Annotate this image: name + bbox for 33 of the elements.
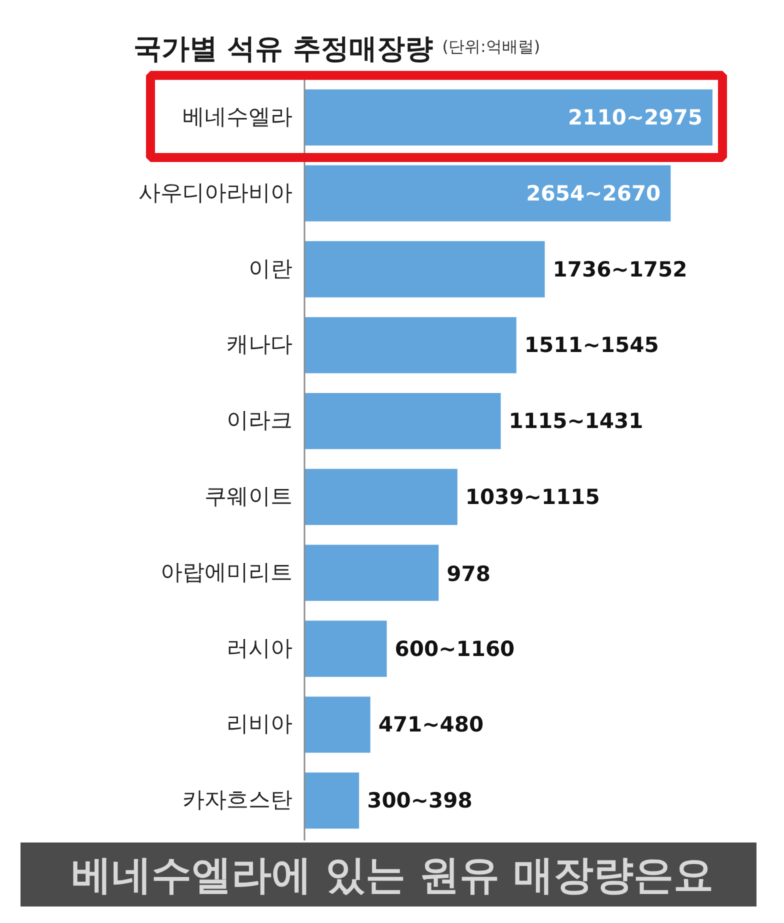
y-tick-label: 리비아 [226, 712, 292, 738]
data-label: 2110~2975 [568, 105, 703, 130]
bar [304, 317, 516, 374]
bar [304, 468, 458, 526]
y-tick-label: 아랍에미리트 [160, 560, 292, 586]
bar [304, 241, 545, 298]
y-tick-label: 러시아 [226, 636, 292, 662]
data-label: 1115~1431 [508, 409, 644, 434]
data-label: 1736~1752 [552, 257, 688, 282]
bar [304, 89, 712, 146]
data-label: 300~398 [367, 788, 472, 813]
y-tick-label: 이라크 [226, 408, 292, 434]
data-label: 600~1160 [394, 636, 515, 661]
y-tick-label: 쿠웨이트 [204, 484, 292, 510]
bar [304, 696, 370, 753]
data-label: 1511~1545 [524, 333, 659, 358]
bar [304, 392, 501, 450]
y-tick-label: 사우디아라비아 [138, 180, 292, 206]
bar [304, 620, 387, 677]
y-tick-label: 카자흐스탄 [182, 788, 292, 814]
chart-subtitle: (단위:억배럴) [442, 37, 540, 56]
text: 베네수엘라에 있는 원유 매장량은요 [72, 852, 714, 898]
data-label: 471~480 [378, 712, 484, 737]
bar [304, 544, 439, 601]
bar [304, 772, 360, 829]
data-label: 978 [446, 562, 490, 586]
chart-title: 국가별 석유 추정매장량 [134, 32, 433, 65]
data-label: 1039~1115 [465, 484, 600, 509]
bar [304, 165, 671, 222]
y-tick-label: 이란 [248, 256, 292, 282]
y-tick-label: 베네수엘라 [182, 104, 292, 130]
data-label: 2654~2670 [526, 181, 661, 206]
y-tick-label: 캐나다 [226, 332, 292, 358]
